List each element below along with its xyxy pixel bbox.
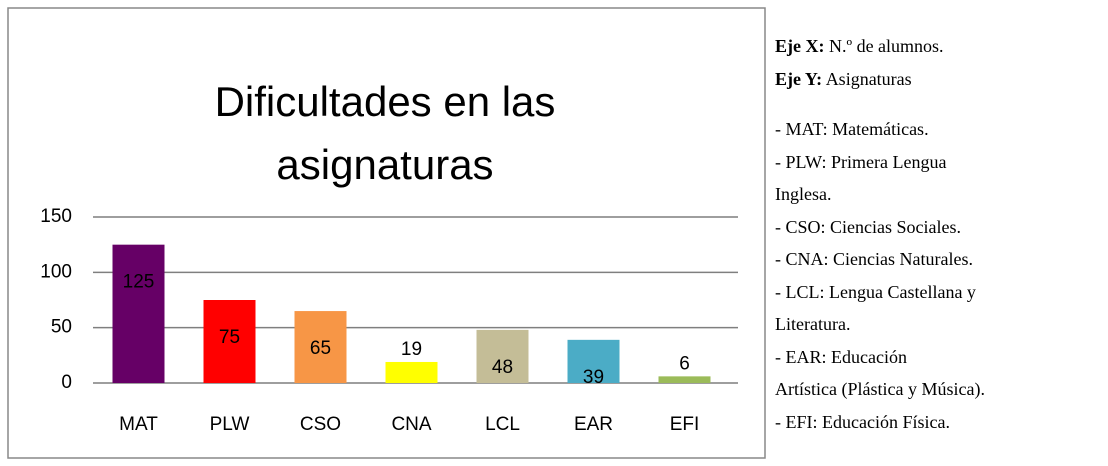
legend-item-text: - MAT: Matemáticas.	[775, 119, 929, 139]
axis-note-label: Eje X:	[775, 36, 825, 56]
chart: Dificultades en las asignaturas 0 50 100 15…	[7, 7, 766, 459]
chart-frame	[7, 7, 766, 459]
axis-note-text: N.º de alumnos.	[828, 36, 944, 56]
legend-item-text: - PLW: Primera Lengua	[775, 151, 947, 172]
bar	[385, 361, 438, 383]
legend-item: - EAR: Educación	[775, 341, 1108, 374]
x-tick-label: EAR	[574, 414, 613, 435]
x-tick-label: EFI	[670, 414, 700, 435]
legend-item: - PLW: Primera Lengua	[775, 146, 1108, 179]
legend-item-text: Inglesa.	[775, 184, 832, 204]
x-tick-label: CNA	[391, 414, 431, 435]
legend-item: Literatura.	[775, 308, 1108, 341]
data-label: 125	[123, 272, 155, 293]
legend-item-text: Literatura.	[775, 314, 851, 334]
data-label: 65	[310, 338, 331, 359]
x-tick-label: PLW	[210, 414, 250, 435]
legend-item: - CNA: Ciencias Naturales.	[775, 243, 1108, 276]
legend-item-text: - EAR: Educación	[775, 346, 907, 367]
legend-item: Artística (Plástica y Música).	[775, 373, 1108, 406]
y-tick-label: 0	[61, 372, 72, 393]
bar	[658, 376, 711, 383]
spacer	[775, 95, 1108, 113]
data-label: 75	[219, 327, 240, 348]
legend-item-text: - EFI: Educación Física.	[775, 411, 950, 432]
notes: Eje X: N.º de alumnos. Eje Y: Asignaturas…	[775, 30, 1108, 438]
bar	[112, 244, 165, 383]
axis-note: Eje Y: Asignaturas	[775, 63, 1108, 96]
x-tick-label: MAT	[119, 414, 158, 435]
legend-item: - CSO: Ciencias Sociales.	[775, 211, 1108, 244]
data-label: 39	[583, 367, 604, 388]
y-tick-label: 100	[40, 261, 72, 282]
legend-item-text: Artística (Plástica y Música).	[775, 379, 985, 399]
axis-note: Eje X: N.º de alumnos.	[775, 30, 1108, 63]
legend-item-text: - CNA: Ciencias Naturales.	[775, 249, 973, 269]
y-tick-label: 50	[51, 317, 72, 338]
chart-title: Dificultades en las	[215, 78, 556, 125]
y-tick-label: 150	[40, 206, 72, 227]
legend-item: - LCL: Lengua Castellana y	[775, 276, 1108, 309]
x-tick-label: CSO	[300, 414, 341, 435]
legend-item: - MAT: Matemáticas.	[775, 113, 1108, 146]
chart-title: asignaturas	[276, 141, 493, 188]
bar	[294, 311, 347, 383]
data-label: 6	[679, 353, 690, 374]
legend-item-text: - LCL: Lengua Castellana y	[775, 281, 976, 302]
data-label: 19	[401, 339, 422, 360]
bar	[203, 300, 256, 383]
legend-item-text: - CSO: Ciencias Sociales.	[775, 216, 961, 237]
x-tick-label: LCL	[485, 414, 520, 435]
bar	[476, 329, 529, 383]
legend-item: - EFI: Educación Física.	[775, 406, 1108, 439]
bar	[567, 339, 620, 383]
data-label: 48	[492, 357, 513, 378]
axis-note-label: Eje Y:	[775, 68, 823, 89]
axis-note-text: Asignaturas	[825, 68, 912, 89]
legend-item: Inglesa.	[775, 178, 1108, 211]
